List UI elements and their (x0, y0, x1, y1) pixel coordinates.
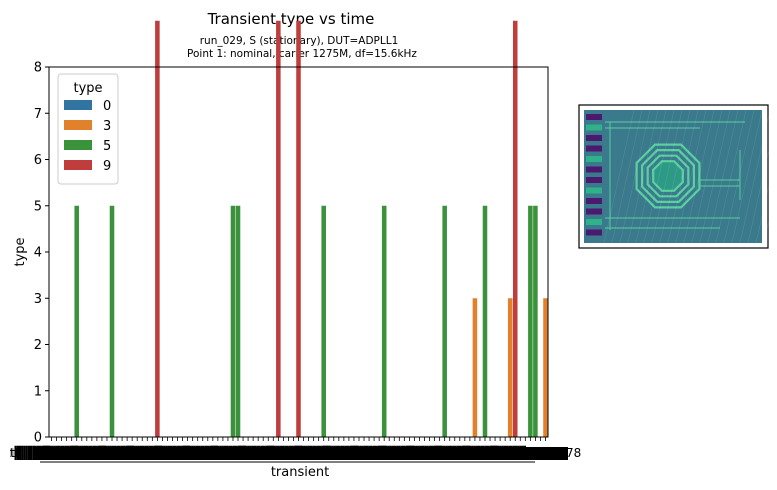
bar-transient-98 (543, 298, 548, 437)
inset-texture (707, 109, 739, 244)
y-tick-label: 8 (34, 61, 42, 76)
legend-label-5: 5 (103, 139, 111, 154)
chart-subtitle-line2: Point 1: nominal, carier 1275M, df=15.6k… (187, 48, 417, 60)
inset-pad (586, 219, 602, 225)
bar-transient-91 (507, 298, 513, 437)
bar-transient-96 (533, 205, 538, 437)
bar-transient-84 (472, 298, 478, 437)
inset-pad (586, 124, 602, 131)
inset-texture (699, 109, 731, 244)
inset-texture (755, 148, 777, 244)
inset-inductor-ring (652, 160, 684, 192)
inset-texture (747, 113, 777, 244)
y-tick-label: 6 (34, 153, 42, 168)
bar-transient-49 (296, 20, 301, 437)
bar-transient-45 (276, 20, 281, 437)
y-tick-label: 3 (34, 292, 42, 307)
bar-transient-86 (482, 205, 488, 437)
inset-inductor-ring (646, 154, 690, 198)
inset-texture (651, 109, 683, 244)
legend-label-0: 0 (103, 99, 111, 114)
chart-title: Transient type vs time (207, 10, 375, 28)
bar-transient-12 (109, 205, 115, 437)
plot-frame (48, 66, 549, 438)
x-tick-label-first: tt (10, 446, 20, 460)
bar-transient-95 (528, 205, 533, 437)
inset-texture (691, 109, 723, 244)
bar-transient-66 (381, 205, 387, 437)
y-tick-label: 0 (34, 431, 42, 446)
inset-pad (586, 198, 602, 204)
y-ticks-group: 0 1 2 3 4 5 6 7 8 (34, 61, 49, 446)
legend: type 0 3 5 9 (57, 73, 119, 185)
inset-pad (586, 145, 602, 152)
inset-texture (611, 109, 643, 244)
inset-texture (739, 109, 771, 244)
y-tick-label: 4 (34, 246, 42, 261)
bar-transient-5 (74, 205, 79, 437)
legend-swatch-9 (64, 160, 92, 170)
bar-transient-54 (321, 205, 326, 437)
inset-pad (586, 166, 602, 173)
inset-texture (763, 184, 777, 244)
inset-texture (715, 109, 747, 244)
y-axis-label: type (13, 237, 28, 266)
inset-pad (586, 114, 602, 120)
legend-swatch-3 (64, 120, 92, 130)
bar-transient-36 (230, 205, 236, 437)
y-tick-label: 2 (34, 338, 42, 353)
inset-texture (627, 109, 659, 244)
plot-area: tttt████████████████tttt████████████████… (10, 20, 581, 463)
y-tick-label: 7 (34, 107, 42, 122)
legend-swatch-5 (64, 140, 92, 150)
bars-group (74, 20, 548, 437)
inset-texture (659, 109, 691, 244)
legend-title: type (73, 81, 102, 96)
x-tick-label-last: 78 (566, 446, 581, 460)
bar-transient-78 (442, 205, 447, 437)
inset-inductor-ring (635, 143, 701, 209)
inset-texture (619, 109, 651, 244)
inset-pad (586, 229, 602, 236)
inset-chip-image (578, 104, 777, 249)
bar-transient-37 (235, 205, 241, 437)
inset-texture (683, 109, 715, 244)
y-tick-label: 1 (34, 384, 42, 399)
inset-texture (643, 109, 675, 244)
inset-texture (731, 109, 763, 244)
inset-texture (635, 109, 667, 244)
inset-texture (603, 109, 635, 244)
bar-transient-21 (155, 20, 160, 437)
inset-pad (586, 135, 602, 141)
inset-inductor-ring (640, 149, 696, 203)
x-ticks-group: tttt████████████████tttt████████████████… (10, 437, 581, 463)
y-tick-label: 5 (34, 199, 42, 214)
legend-swatch-0 (64, 100, 92, 110)
inset-texture (723, 109, 755, 244)
inset-pad (586, 156, 602, 162)
inset-texture (771, 219, 777, 244)
legend-label-3: 3 (103, 119, 111, 134)
x-axis-label: transient (271, 465, 329, 480)
inset-texture (675, 109, 707, 244)
bar-transient-92 (512, 20, 518, 437)
inset-pad (586, 187, 602, 194)
inset-pad (586, 177, 602, 183)
inset-pad (586, 208, 602, 215)
x-tick-labels-overlap (36, 447, 568, 460)
legend-items: 0 3 5 9 (64, 99, 111, 174)
inset-texture (667, 109, 699, 244)
legend-label-9: 9 (103, 159, 111, 174)
inset-layout-detail (586, 109, 777, 244)
